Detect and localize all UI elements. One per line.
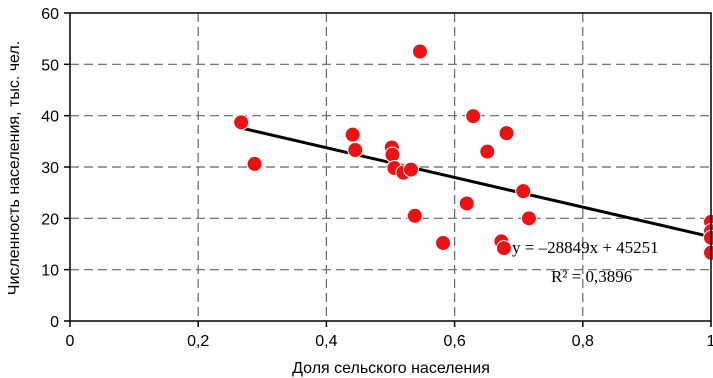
data-point	[495, 240, 512, 257]
x-tick-label: 0,8	[572, 333, 594, 350]
y-tick-label: 10	[41, 263, 59, 280]
x-tick-label: 0	[66, 333, 75, 350]
x-tick-label: 1	[707, 333, 713, 350]
data-point	[347, 142, 364, 159]
plot-frame	[69, 12, 712, 322]
data-point	[384, 146, 401, 163]
data-points	[233, 43, 713, 261]
y-tick-labels: 0 10 20 30 40 50 60	[41, 6, 70, 331]
data-point	[344, 126, 361, 143]
x-tick-label: 0,6	[443, 333, 465, 350]
data-point	[465, 108, 482, 125]
data-point	[411, 43, 428, 60]
y-tick-label: 30	[41, 160, 59, 177]
y-tick-label: 60	[41, 6, 59, 23]
data-point	[403, 161, 420, 178]
r-squared-label: R² = 0,3896	[551, 267, 632, 286]
data-point	[458, 195, 475, 212]
y-tick-label: 40	[41, 109, 59, 126]
trendline	[240, 126, 712, 239]
x-axis-title: Доля сельского населения	[292, 360, 490, 377]
data-point	[520, 210, 537, 227]
equation-label: y = –28849x + 45251	[512, 238, 659, 257]
data-point	[233, 114, 250, 131]
y-tick-label: 20	[41, 211, 59, 228]
y-axis-title: Численность населения, тыс. чел.	[6, 41, 23, 295]
x-tick-label: 0,2	[187, 333, 209, 350]
data-point	[246, 155, 263, 172]
data-point	[498, 125, 515, 142]
y-tick-label: 50	[41, 57, 59, 74]
data-point	[515, 183, 532, 200]
x-tick-labels: 0 0,2 0,4 0,6 0,8 1	[66, 321, 713, 350]
data-point	[479, 143, 496, 160]
y-tick-label: 0	[50, 314, 59, 331]
grid-lines	[70, 13, 711, 321]
data-point	[435, 234, 452, 251]
x-tick-label: 0,4	[315, 333, 337, 350]
data-point	[406, 207, 423, 224]
